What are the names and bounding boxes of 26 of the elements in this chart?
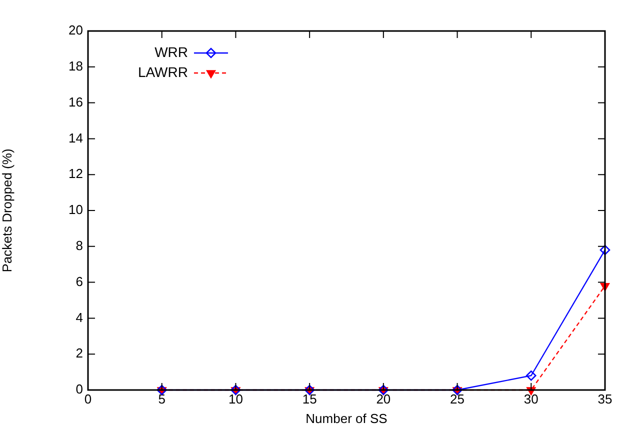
y-tick-label: 2	[76, 346, 83, 361]
y-tick-label: 4	[76, 310, 83, 325]
y-axis-title: Packets Dropped (%)	[0, 148, 14, 272]
y-tick-label: 14	[68, 130, 83, 146]
legend-label: LAWRR	[138, 64, 188, 80]
x-tick-label: 10	[228, 391, 243, 406]
y-tick-label: 16	[68, 94, 83, 110]
point	[526, 370, 536, 381]
x-tick-label: 25	[450, 391, 465, 406]
y-tick-label: 10	[68, 202, 83, 218]
y-tick-label: 18	[68, 58, 83, 74]
x-axis-title: Number of SS	[306, 410, 388, 426]
x-tick-label: 15	[302, 391, 317, 406]
x-tick-label: 5	[158, 391, 166, 406]
x-tick-label: 20	[376, 391, 391, 406]
legend-label: WRR	[154, 44, 188, 60]
x-tick-label: 35	[598, 391, 612, 406]
point	[156, 384, 168, 396]
y-tick-label: 12	[68, 166, 83, 182]
y-tick-label: 0	[76, 382, 83, 397]
y-tick-label: 20	[68, 22, 83, 38]
y-tick-label: 8	[76, 238, 83, 253]
y-tick-label: 6	[76, 274, 83, 289]
point	[600, 244, 610, 256]
x-tick-label: 30	[524, 391, 538, 406]
point	[304, 384, 315, 396]
